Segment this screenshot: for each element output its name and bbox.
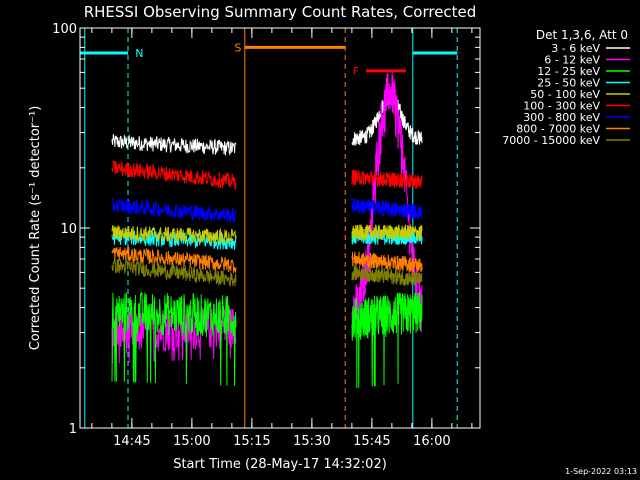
timestamp: 1-Sep-2022 03:13	[565, 467, 637, 476]
legend-label: 12 - 25 keV	[537, 65, 600, 78]
series-2	[111, 291, 423, 389]
series-line	[351, 198, 423, 221]
series-layer	[111, 72, 423, 389]
y-axis-label: Corrected Count Rate (s⁻¹ detector⁻¹)	[28, 106, 43, 351]
legend-label: 3 - 6 keV	[551, 42, 600, 55]
series-line	[351, 229, 423, 246]
flare-marker-label: F	[353, 65, 359, 78]
series-6	[111, 197, 423, 223]
legend-label: 7000 - 15000 keV	[502, 134, 600, 147]
legend-title: Det 1,3,6, Att 0	[536, 28, 628, 42]
y-tick-label: 100	[52, 22, 77, 37]
legend-label: 50 - 100 keV	[530, 88, 600, 101]
series-line	[351, 251, 423, 273]
series-line	[111, 160, 237, 190]
x-axis-label: Start Time (28-May-17 14:32:02)	[173, 457, 387, 472]
legend-label: 6 - 12 keV	[544, 54, 600, 67]
axis-ticks: 14:45 15:00 15:15 15:30 15:45 16:00 1 10 100	[52, 22, 480, 449]
saa-marker-label: S	[234, 41, 241, 54]
series-line	[111, 246, 237, 273]
x-tick-label: 15:30	[293, 434, 330, 449]
series-line	[351, 224, 423, 241]
y-tick-label: 1	[69, 422, 77, 437]
series-5	[111, 160, 423, 190]
series-8	[111, 258, 423, 287]
x-tick-label: 15:15	[233, 434, 270, 449]
legend-label: 300 - 800 keV	[523, 111, 600, 124]
x-tick-label: 14:45	[113, 434, 150, 449]
series-line	[111, 258, 237, 287]
series-line	[351, 291, 423, 389]
legend-label: 25 - 50 keV	[537, 77, 600, 90]
x-tick-label: 16:00	[413, 434, 450, 449]
x-tick-label: 15:00	[173, 434, 210, 449]
y-tick-label: 10	[60, 222, 77, 237]
series-4	[111, 224, 423, 245]
x-tick-label: 15:45	[353, 434, 390, 449]
series-line	[111, 133, 237, 156]
night-marker-label: N	[135, 47, 143, 60]
series-7	[111, 246, 423, 273]
legend-label: 800 - 7000 keV	[516, 123, 600, 136]
series-line	[111, 197, 237, 223]
chart-title: RHESSI Observing Summary Count Rates, Co…	[84, 3, 477, 21]
legend-label: 100 - 300 keV	[523, 100, 600, 113]
series-line	[111, 225, 237, 245]
series-line	[351, 169, 423, 190]
series-line	[111, 291, 237, 387]
series-line	[351, 263, 423, 286]
